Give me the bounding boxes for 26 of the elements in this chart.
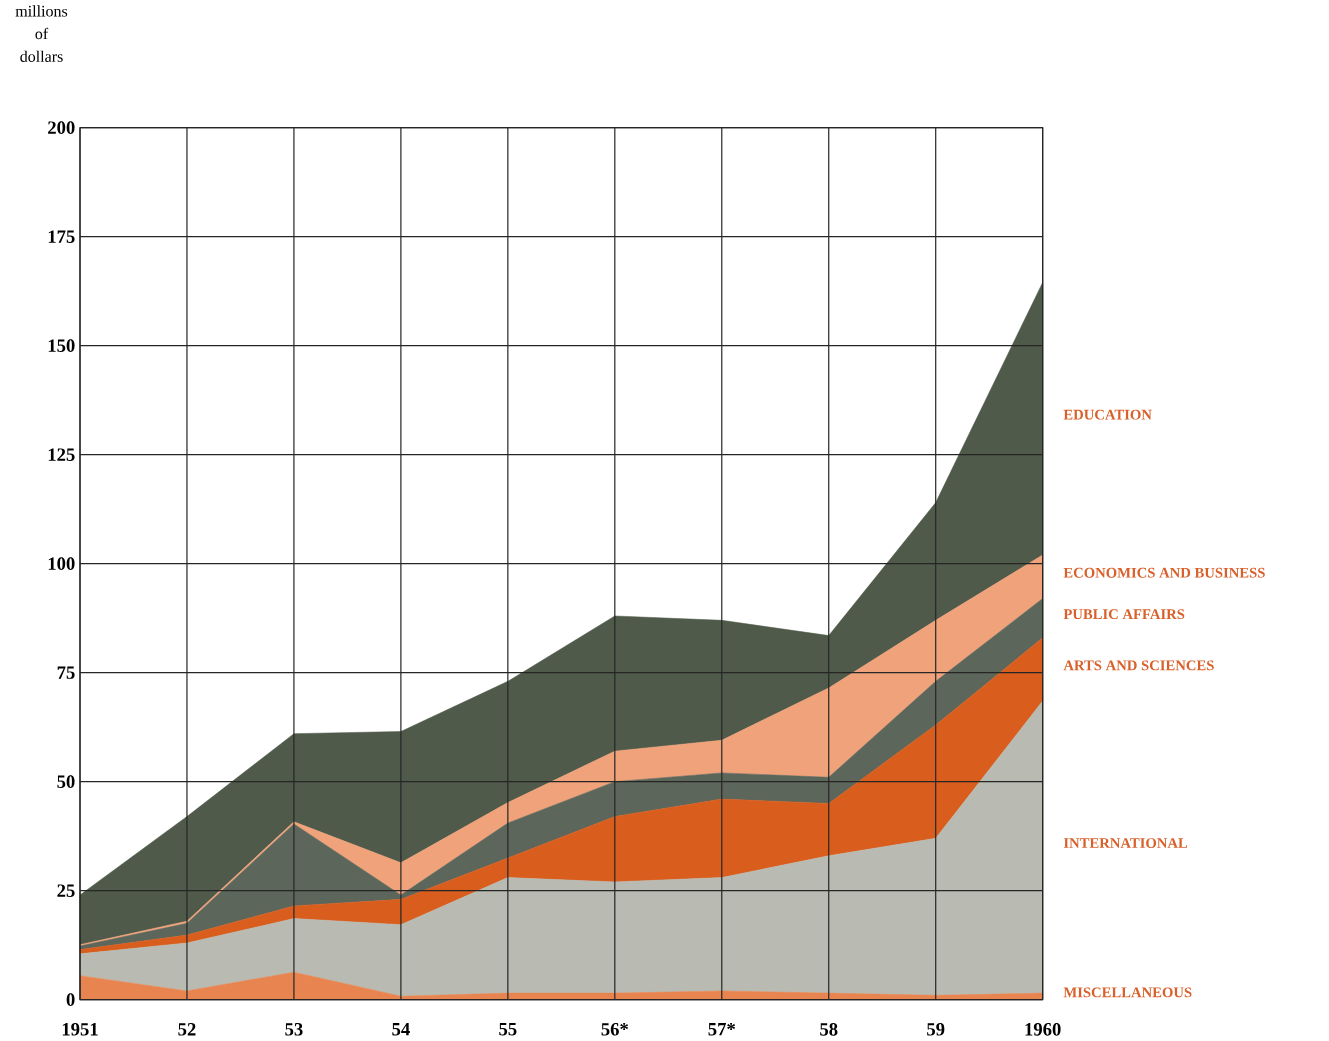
- y-tick-label: 175: [48, 230, 75, 243]
- x-tick-label: 59: [927, 1023, 945, 1036]
- y-tick-label: 0: [66, 993, 75, 1006]
- x-tick-label: 57*: [708, 1023, 735, 1036]
- series-label: EDUCATION: [1063, 409, 1152, 420]
- x-tick-label: 56*: [601, 1023, 629, 1036]
- y-tick-label: 150: [48, 339, 75, 352]
- y-axis-title: millions of dollars: [15, 5, 68, 62]
- x-tick-label: 52: [178, 1023, 196, 1036]
- y-tick-label: 75: [57, 666, 75, 679]
- y-tick-label: 100: [48, 557, 75, 570]
- x-tick-label: 1960: [1025, 1023, 1061, 1036]
- x-tick-label: 1951: [62, 1023, 98, 1036]
- y-tick-label: 25: [57, 884, 75, 897]
- x-tick-label: 54: [392, 1023, 410, 1036]
- x-tick-label: 58: [820, 1023, 838, 1036]
- x-tick-label: 55: [499, 1023, 517, 1036]
- series-label: ECONOMICS AND BUSINESS: [1063, 567, 1265, 578]
- series-label: MISCELLANEOUS: [1063, 987, 1192, 998]
- y-tick-label: 125: [48, 448, 75, 461]
- y-tick-label: 50: [57, 775, 75, 788]
- series-label: ARTS AND SCIENCES: [1063, 660, 1214, 671]
- y-tick-label: 200: [48, 121, 75, 134]
- series-label: INTERNATIONAL: [1063, 838, 1188, 848]
- x-tick-label: 53: [285, 1023, 303, 1036]
- series-label: PUBLIC AFFAIRS: [1063, 609, 1185, 620]
